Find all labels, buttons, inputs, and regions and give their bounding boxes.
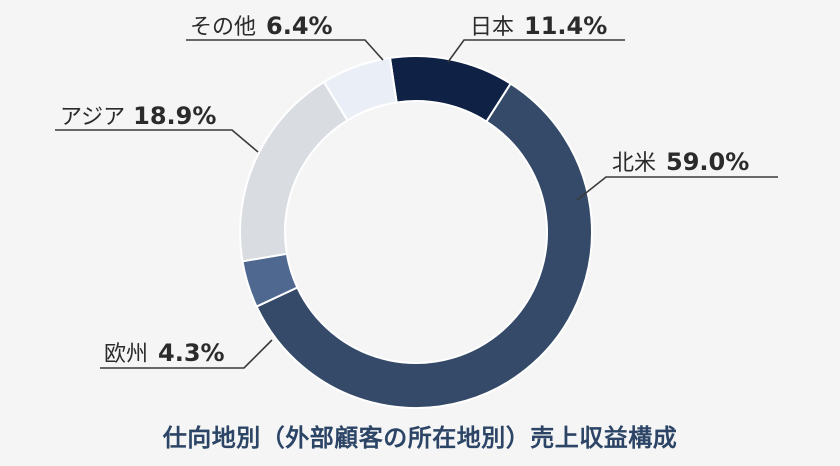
svg-text:欧州4.3%: 欧州 4.3%: [104, 339, 225, 367]
donut-slices: [239, 55, 593, 409]
label-asia: アジア 18.9%: [55, 102, 259, 153]
label-europe: 欧州 4.3%: [100, 339, 273, 369]
slice-label-value-north-america: 59.0%: [666, 148, 749, 176]
slice-label-name-japan: 日本: [470, 15, 514, 40]
leader-line-north-america: [576, 176, 778, 201]
slice-label-value-asia: 18.9%: [133, 102, 216, 130]
donut-slice-asia: [239, 80, 349, 263]
label-north-america: 北米 59.0%: [576, 148, 778, 201]
leader-line-other: [186, 39, 384, 61]
slice-label-name-north-america: 北米: [612, 151, 656, 176]
slice-label-name-other: その他: [190, 15, 256, 40]
slice-label-value-europe: 4.3%: [158, 339, 225, 367]
donut-slice-north-america: [255, 82, 593, 409]
label-other: その他 6.4%: [186, 12, 384, 61]
leader-line-asia: [55, 129, 259, 153]
leader-line-europe: [100, 339, 273, 369]
chart-title: 仕向地別（外部顧客の所在地別）売上収益構成: [162, 424, 678, 452]
slice-label-value-japan: 11.4%: [524, 12, 607, 40]
slice-label-name-europe: 欧州: [104, 342, 148, 367]
slice-label-name-asia: アジア: [60, 105, 125, 130]
label-japan: 日本 11.4%: [447, 12, 625, 63]
slice-label-value-other: 6.4%: [266, 12, 333, 40]
leader-line-japan: [447, 39, 625, 63]
donut-slice-other: [322, 56, 398, 122]
